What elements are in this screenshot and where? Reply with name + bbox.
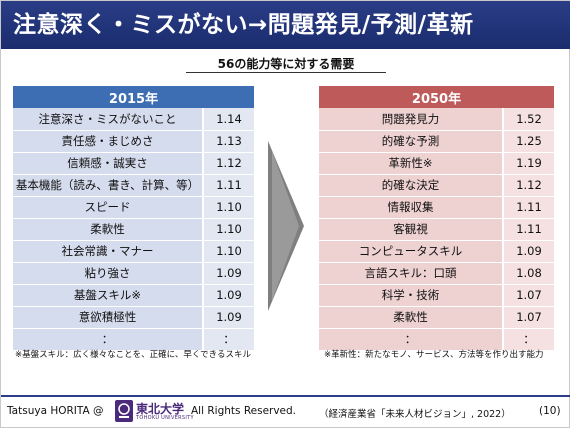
table-2015-row: 基盤スキル※ 1.09 <box>13 284 254 307</box>
footer-rights: All Rights Reserved. <box>191 405 297 417</box>
table-2015-skill-value: 1.09 <box>203 284 254 307</box>
table-2050-header: 2050年 <box>319 86 554 108</box>
table-2050-skill-label: 柔軟性 <box>319 306 504 329</box>
table-2015-row: 信頼感・誠実さ 1.12 <box>13 152 254 175</box>
table-2050-skill-label: 客観視 <box>319 218 504 241</box>
footer-source: （経済産業省「未来人材ビジョン」, 2022） <box>319 409 511 420</box>
table-2015-skill-label: 意欲積極性 <box>13 306 204 329</box>
arrow-right-icon <box>268 141 304 311</box>
table-2050-skill-value: 1.19 <box>503 152 554 175</box>
table-2015-skill-value: 1.13 <box>203 130 254 153</box>
table-2050-skill-label: ： <box>319 328 504 351</box>
table-2015-row: 意欲積極性 1.09 <box>13 306 254 329</box>
table-2050-row: コンピュータスキル 1.09 <box>319 240 554 263</box>
table-2050-skill-label: コンピュータスキル <box>319 240 504 263</box>
note-2015: ※基盤スキル：広く様々なことを、正確に、早くできるスキル <box>15 350 251 360</box>
table-2015-header: 2015年 <box>13 86 254 108</box>
note-2050: ※革新性：新たなモノ、サービス、方法等を作り出す能力 <box>324 350 544 360</box>
table-2050-skill-label: 革新性※ <box>319 152 504 175</box>
table-2050-skill-label: 的確な決定 <box>319 174 504 197</box>
table-2015-row: スピード 1.10 <box>13 196 254 219</box>
table-2015: 2015年 注意深さ・ミスがないこと 1.14 責任感・まじめさ 1.13 信頼感・誠実… <box>13 86 254 351</box>
table-2050-row: 的確な予測 1.25 <box>319 130 554 153</box>
table-2015-skill-label: 粘り強さ <box>13 262 204 285</box>
table-2050-skill-value: 1.07 <box>503 306 554 329</box>
table-2015-skill-label: 柔軟性 <box>13 218 204 241</box>
table-2050-skill-value: 1.08 <box>503 262 554 285</box>
table-2015-skill-label: 基本機能（読み、書き、計算、等） <box>13 174 204 197</box>
table-2015-skill-label: 社会常識・マナー <box>13 240 204 263</box>
subtitle-underline <box>186 72 386 73</box>
table-2015-skill-value: 1.12 <box>203 152 254 175</box>
table-2015-skill-value: 1.10 <box>203 240 254 263</box>
table-2050-row: 客観視 1.11 <box>319 218 554 241</box>
table-2050-skill-value: 1.11 <box>503 218 554 241</box>
footer-divider <box>1 395 570 397</box>
table-2050-row: 柔軟性 1.07 <box>319 306 554 329</box>
table-2050-skill-label: 情報収集 <box>319 196 504 219</box>
table-2050-row: ：： <box>319 328 554 351</box>
table-2050: 2050年 問題発見力 1.52 的確な予測 1.25 革新性※ 1.19 的確な決定 1.1… <box>319 86 554 351</box>
page-number: (10) <box>539 405 561 417</box>
table-2015-skill-value: 1.10 <box>203 218 254 241</box>
university-name-jp: 東北大学 <box>136 402 185 416</box>
table-2015-row: 柔軟性 1.10 <box>13 218 254 241</box>
table-2050-row: 科学・技術 1.07 <box>319 284 554 307</box>
table-2015-skill-label: ： <box>13 328 204 351</box>
university-name-en: TOHOKU UNIVERSITY <box>136 415 194 421</box>
footer-author: Tatsuya HORITA @ <box>7 405 104 417</box>
table-2015-skill-value: ： <box>203 328 254 351</box>
table-2050-skill-value: 1.11 <box>503 196 554 219</box>
table-2015-skill-value: 1.11 <box>203 174 254 197</box>
table-2015-row: 責任感・まじめさ 1.13 <box>13 130 254 153</box>
table-2015-row: ：： <box>13 328 254 351</box>
table-2050-skill-label: 的確な予測 <box>319 130 504 153</box>
table-2015-row: 基本機能（読み、書き、計算、等） 1.11 <box>13 174 254 197</box>
table-2050-skill-value: 1.25 <box>503 130 554 153</box>
table-2015-skill-value: 1.14 <box>203 108 254 131</box>
table-2015-skill-label: 基盤スキル※ <box>13 284 204 307</box>
table-2050-skill-label: 問題発見力 <box>319 108 504 131</box>
table-2015-skill-value: 1.10 <box>203 196 254 219</box>
table-2050-row: 言語スキル：口頭 1.08 <box>319 262 554 285</box>
slide-title: 注意深く・ミスがない→問題発見/予測/革新 <box>1 1 570 49</box>
table-2050-skill-value: 1.52 <box>503 108 554 131</box>
table-2015-skill-label: スピード <box>13 196 204 219</box>
table-2015-skill-label: 注意深さ・ミスがないこと <box>13 108 204 131</box>
table-2050-skill-value: ： <box>503 328 554 351</box>
table-2050-row: 革新性※ 1.19 <box>319 152 554 175</box>
table-2050-row: 的確な決定 1.12 <box>319 174 554 197</box>
university-logo-icon <box>115 400 133 422</box>
table-2050-skill-value: 1.09 <box>503 240 554 263</box>
table-2050-skill-value: 1.07 <box>503 284 554 307</box>
table-2050-row: 問題発見力 1.52 <box>319 108 554 131</box>
chart-subtitle: 56の能力等に対する需要 <box>217 57 355 71</box>
table-2050-skill-label: 言語スキル：口頭 <box>319 262 504 285</box>
table-2050-row: 情報収集 1.11 <box>319 196 554 219</box>
table-2015-skill-label: 信頼感・誠実さ <box>13 152 204 175</box>
table-2015-row: 粘り強さ 1.09 <box>13 262 254 285</box>
table-2015-skill-label: 責任感・まじめさ <box>13 130 204 153</box>
table-2015-skill-value: 1.09 <box>203 262 254 285</box>
table-2015-skill-value: 1.09 <box>203 306 254 329</box>
table-2050-skill-value: 1.12 <box>503 174 554 197</box>
table-2050-skill-label: 科学・技術 <box>319 284 504 307</box>
table-2015-row: 注意深さ・ミスがないこと 1.14 <box>13 108 254 131</box>
table-2015-row: 社会常識・マナー 1.10 <box>13 240 254 263</box>
